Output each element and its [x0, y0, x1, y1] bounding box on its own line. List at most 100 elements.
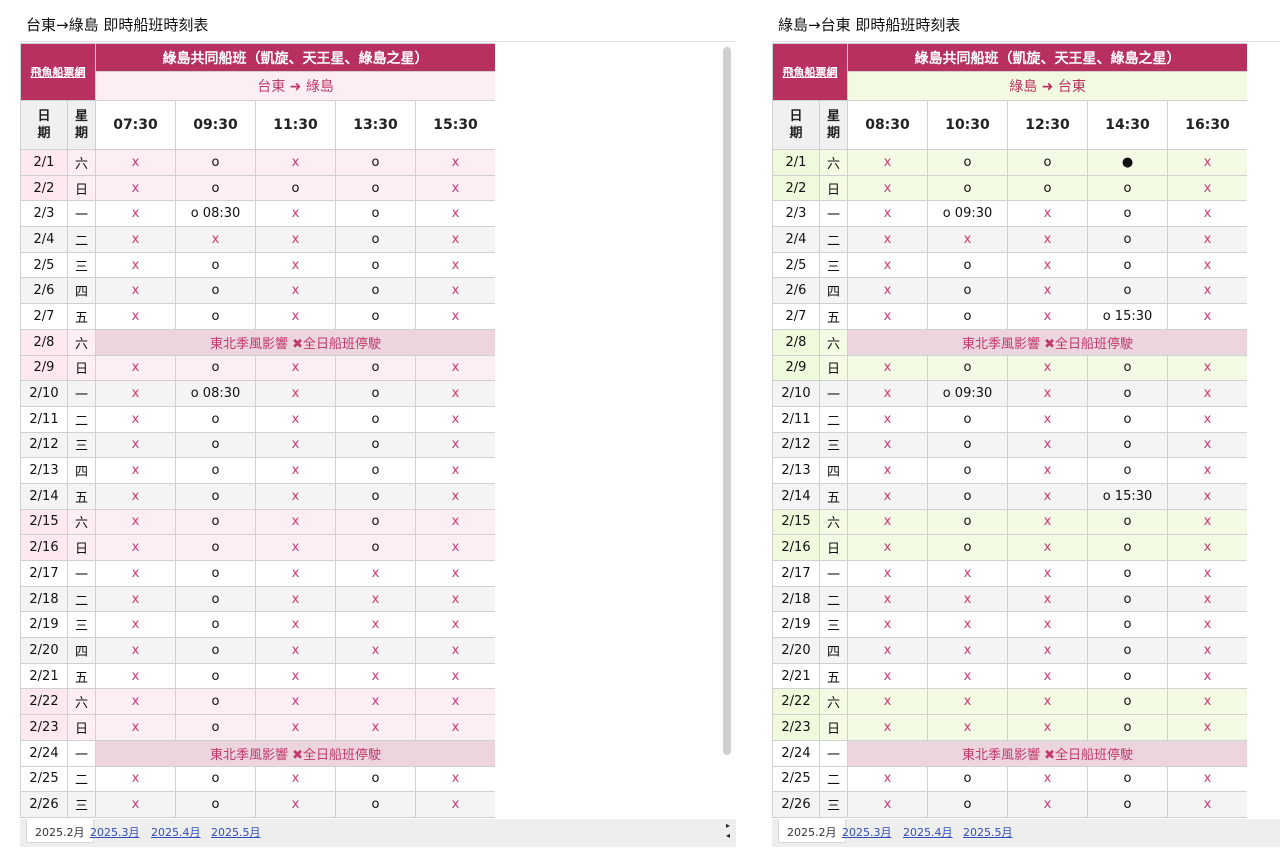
sailing-status-cell: o	[175, 534, 256, 561]
sailing-status-cell: x	[95, 380, 176, 407]
date-cell: 2/13	[772, 457, 820, 484]
date-cell: 2/20	[20, 637, 68, 664]
sailing-status-cell: o	[335, 431, 416, 459]
sailing-status-cell: o	[175, 303, 256, 330]
sailing-status-cell: x	[414, 714, 495, 741]
left-timetable-panel: 台東→綠島 即時船班時刻表 飛魚船票網 綠島共同船班（凱旋、天王星、綠島之星） 台東…	[20, 16, 736, 847]
sailing-status-cell: x	[847, 585, 928, 613]
sheet-tab[interactable]: 2025.2月	[778, 819, 846, 843]
tab-scroll-arrows-icon[interactable]: ▸ ◂	[725, 821, 730, 840]
table-row: 2/5 三 x o x o x	[772, 251, 1247, 279]
timetable-grid[interactable]: 飛魚船票網 綠島共同船班（凱旋、天王星、綠島之星） 台東 ➜ 綠島 日期 星期 07:30…	[20, 43, 495, 819]
table-row: 2/14 五 x o x o 15:30 x	[772, 482, 1247, 510]
date-cell: 2/1	[20, 149, 68, 176]
sailing-status-cell: o	[1087, 251, 1168, 279]
sheet-tab[interactable]: 2025.3月	[842, 826, 892, 839]
sailing-status-cell: x	[927, 688, 1008, 716]
date-cell: 2/1	[772, 149, 820, 176]
sailing-status-cell: o 09:30	[927, 200, 1008, 228]
date-cell: 2/10	[20, 380, 68, 407]
table-row: 2/26 三 x o x o x	[20, 791, 495, 818]
sailing-status-cell: x	[847, 405, 928, 433]
table-row: 2/20 四 x x x o x	[772, 637, 1247, 664]
weekday-cell: 六	[819, 508, 848, 536]
sailing-status-cell: x	[927, 585, 1008, 613]
date-cell: 2/20	[772, 637, 820, 664]
sheet-tab[interactable]: 2025.3月	[90, 826, 140, 839]
sailing-status-cell: o	[927, 534, 1008, 561]
table-row: 2/10 一 x o 09:30 x o x	[772, 380, 1247, 407]
sailing-status-cell: o	[927, 277, 1008, 305]
sheet-tab[interactable]: 2025.4月	[151, 826, 201, 839]
sailing-status-cell: o	[927, 405, 1008, 433]
table-row: 2/17 一 x o x x x	[20, 560, 495, 587]
sailing-status-cell: x	[1166, 688, 1247, 716]
sailing-status-cell: o	[1087, 200, 1168, 228]
suspension-notice: 東北季風影響 ✖全日船班停駛	[94, 328, 495, 356]
sailing-status-cell: x	[1166, 277, 1247, 305]
date-cell: 2/6	[20, 277, 68, 305]
sailing-status-cell: o	[335, 174, 416, 202]
weekday-cell: 四	[819, 457, 848, 484]
sheet-tab[interactable]: 2025.2月	[26, 819, 94, 843]
sailing-status-cell: o	[1087, 560, 1168, 587]
sailing-status-cell: x	[1166, 560, 1247, 587]
sailing-status-cell: x	[1166, 534, 1247, 561]
sailing-status-cell: x	[255, 380, 336, 407]
sheet-tab[interactable]: 2025.4月	[903, 826, 953, 839]
timetable-grid[interactable]: 飛魚船票網 綠島共同船班（凱旋、天王星、綠島之星） 綠島 ➜ 台東 日期 星期 08:30…	[772, 43, 1247, 819]
sailing-status-cell: x	[95, 637, 176, 664]
sailing-status-cell: o	[175, 560, 256, 587]
sheet-tab[interactable]: 2025.5月	[963, 826, 1013, 839]
sailing-status-cell: o	[1087, 688, 1168, 716]
route-label: 台東 ➜ 綠島	[94, 71, 495, 101]
sailing-status-cell: o 08:30	[175, 200, 256, 228]
sailing-status-cell: o	[175, 714, 256, 741]
sailing-status-cell: x	[1007, 534, 1088, 561]
sailing-status-cell: o	[175, 251, 256, 279]
brand-link[interactable]: 飛魚船票網	[772, 43, 848, 101]
table-row: 2/9 日 x o x o x	[772, 354, 1247, 382]
table-row: 2/1 六 x o o ● x	[772, 149, 1247, 176]
sailing-status-cell: x	[255, 662, 336, 690]
sailing-status-cell: x	[335, 714, 416, 741]
brand-link[interactable]: 飛魚船票網	[20, 43, 96, 101]
vertical-scrollbar[interactable]	[723, 47, 731, 755]
table-row: 2/6 四 x o x o x	[20, 277, 495, 305]
sailing-status-cell: o	[927, 251, 1008, 279]
sailing-status-cell: x	[414, 149, 495, 176]
sailing-status-cell: o	[175, 508, 256, 536]
sailing-status-cell: x	[1007, 611, 1088, 639]
table-row: 2/18 二 x o x x x	[20, 585, 495, 613]
table-row: 2/20 四 x o x x x	[20, 637, 495, 664]
title-divider	[20, 41, 736, 42]
sheet-tab[interactable]: 2025.5月	[211, 826, 261, 839]
sailing-status-cell: x	[95, 508, 176, 536]
date-cell: 2/17	[772, 560, 820, 587]
date-cell: 2/3	[772, 200, 820, 228]
weekday-cell: 三	[819, 611, 848, 639]
date-cell: 2/11	[20, 405, 68, 433]
sailing-status-cell: x	[255, 200, 336, 228]
sailing-status-cell: x	[255, 482, 336, 510]
weekday-cell: 六	[67, 688, 96, 716]
table-row: 2/12 三 x o x o x	[20, 431, 495, 459]
weekday-cell: 三	[819, 251, 848, 279]
weekday-cell: 五	[67, 482, 96, 510]
sailing-status-cell: x	[847, 765, 928, 793]
sailing-status-cell: x	[335, 585, 416, 613]
table-row: 2/17 一 x x x o x	[772, 560, 1247, 587]
weekday-cell: 三	[67, 251, 96, 279]
weekday-cell: 一	[67, 380, 96, 407]
date-cell: 2/21	[772, 662, 820, 690]
schedule-table: 飛魚船票網 綠島共同船班（凱旋、天王星、綠島之星） 綠島 ➜ 台東 日期 星期 08:30…	[772, 43, 1247, 818]
sailing-status-cell: o	[1007, 174, 1088, 202]
weekday-cell: 二	[819, 765, 848, 793]
sailing-status-cell: o	[927, 354, 1008, 382]
sailing-status-cell: o	[175, 765, 256, 793]
date-cell: 2/26	[20, 791, 68, 818]
sailing-status-cell: x	[1166, 251, 1247, 279]
sailing-status-cell: o	[335, 380, 416, 407]
table-row: 2/5 三 x o x o x	[20, 251, 495, 279]
weekday-cell: 五	[67, 303, 96, 330]
